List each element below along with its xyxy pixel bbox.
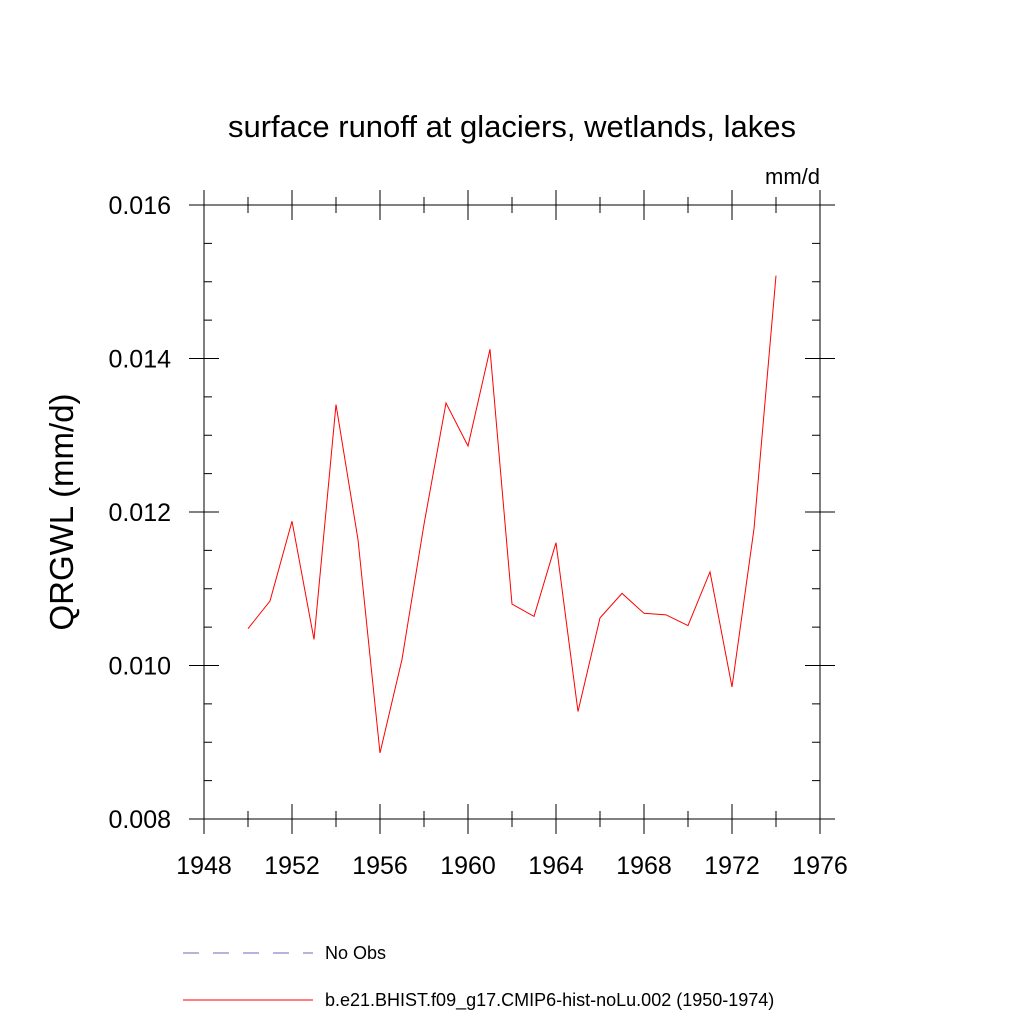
plot-frame bbox=[203, 204, 821, 820]
units-label: mm/d bbox=[765, 164, 820, 189]
x-ticks bbox=[203, 190, 821, 834]
y-tick-label: 0.016 bbox=[108, 192, 171, 220]
x-tick-label: 1968 bbox=[616, 852, 672, 880]
legend-label-no-obs: No Obs bbox=[325, 943, 386, 963]
legend: No Obs b.e21.BHIST.f09_g17.CMIP6-hist-no… bbox=[183, 943, 774, 1011]
y-axis-label: QRGWL (mm/d) bbox=[43, 393, 80, 630]
x-tick-label: 1964 bbox=[528, 852, 584, 880]
y-tick-label: 0.008 bbox=[108, 806, 171, 834]
y-tick-label: 0.010 bbox=[108, 653, 171, 681]
series-line bbox=[247, 275, 777, 754]
x-tick-label: 1956 bbox=[352, 852, 408, 880]
x-tick-label: 1952 bbox=[264, 852, 320, 880]
chart-title: surface runoff at glaciers, wetlands, la… bbox=[228, 109, 796, 144]
x-tick-labels: 1948 1952 1956 1960 1964 1968 1972 1976 bbox=[176, 852, 848, 880]
y-tick-label: 0.012 bbox=[108, 499, 171, 527]
y-tick-label: 0.014 bbox=[108, 346, 171, 374]
x-tick-label: 1960 bbox=[440, 852, 496, 880]
x-tick-label: 1972 bbox=[704, 852, 760, 880]
y-tick-labels: 0.008 0.010 0.012 0.014 0.016 bbox=[108, 192, 171, 834]
legend-label-model: b.e21.BHIST.f09_g17.CMIP6-hist-noLu.002 … bbox=[325, 990, 774, 1011]
x-tick-label: 1948 bbox=[176, 852, 232, 880]
y-ticks bbox=[189, 204, 835, 820]
x-tick-label: 1976 bbox=[792, 852, 848, 880]
